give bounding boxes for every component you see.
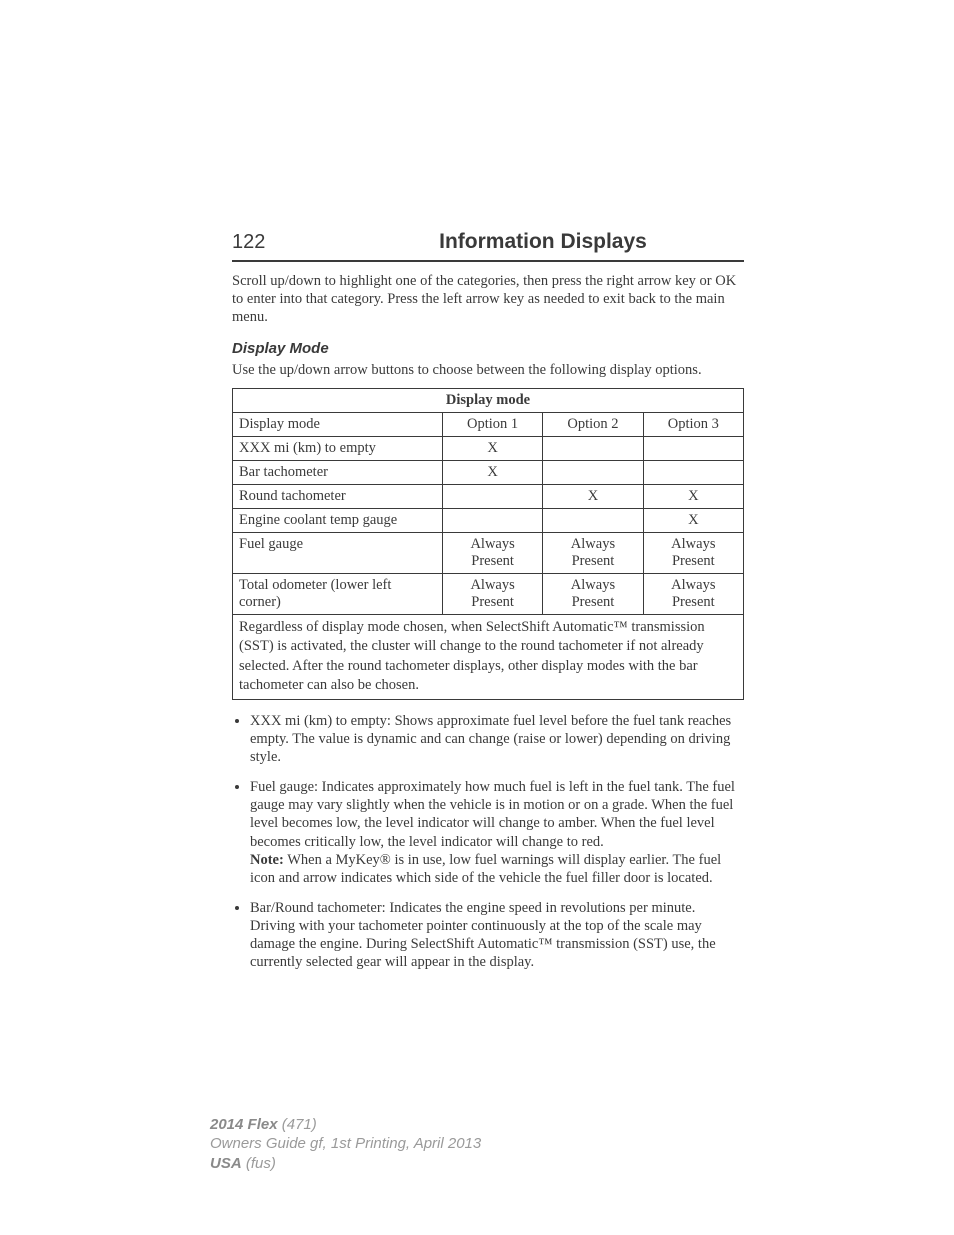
row-cell: [643, 460, 743, 484]
row-cell: [543, 460, 643, 484]
table-title-row: Display mode: [233, 388, 744, 412]
row-cell: [543, 508, 643, 532]
list-item: Bar/Round tachometer: Indicates the engi…: [250, 899, 744, 972]
row-cell: [442, 508, 542, 532]
row-cell: X: [543, 484, 643, 508]
col-header-option2: Option 2: [543, 412, 643, 436]
row-cell: [442, 484, 542, 508]
page-header: 122 Information Displays: [232, 230, 744, 262]
row-label: Fuel gauge: [233, 532, 443, 573]
intro-paragraph: Scroll up/down to highlight one of the c…: [232, 272, 744, 326]
page-number: 122: [232, 231, 342, 254]
row-cell: Always Present: [442, 573, 542, 614]
row-cell: Always Present: [543, 532, 643, 573]
table-header-row: Display mode Option 1 Option 2 Option 3: [233, 412, 744, 436]
footer-region-code: (fus): [242, 1155, 276, 1172]
col-header-option1: Option 1: [442, 412, 542, 436]
table-note-row: Regardless of display mode chosen, when …: [233, 614, 744, 699]
footer-model: 2014 Flex: [210, 1116, 278, 1133]
bullet-text: Fuel gauge: Indicates approximately how …: [250, 779, 735, 849]
row-cell: Always Present: [543, 573, 643, 614]
document-page: 122 Information Displays Scroll up/down …: [0, 0, 954, 1235]
table-row: Fuel gauge Always Present Always Present…: [233, 532, 744, 573]
row-cell: Always Present: [643, 573, 743, 614]
footer-line-3: USA (fus): [210, 1154, 481, 1174]
col-header-label: Display mode: [233, 412, 443, 436]
table-row: Total odometer (lower left corner) Alway…: [233, 573, 744, 614]
bullet-text: XXX mi (km) to empty: Shows approximate …: [250, 713, 731, 765]
row-cell: X: [643, 484, 743, 508]
row-cell: X: [442, 460, 542, 484]
col-header-option3: Option 3: [643, 412, 743, 436]
table-row: Engine coolant temp gauge X: [233, 508, 744, 532]
row-label: Engine coolant temp gauge: [233, 508, 443, 532]
row-cell: [543, 436, 643, 460]
row-label: XXX mi (km) to empty: [233, 436, 443, 460]
section-subtext: Use the up/down arrow buttons to choose …: [232, 361, 744, 379]
footer-line-2: Owners Guide gf, 1st Printing, April 201…: [210, 1134, 481, 1154]
row-label: Total odometer (lower left corner): [233, 573, 443, 614]
row-cell: [643, 436, 743, 460]
note-text: When a MyKey® is in use, low fuel warnin…: [250, 852, 721, 886]
note-label: Note:: [250, 852, 284, 868]
table-note: Regardless of display mode chosen, when …: [233, 614, 744, 699]
list-item: Fuel gauge: Indicates approximately how …: [250, 778, 744, 887]
list-item: XXX mi (km) to empty: Shows approximate …: [250, 712, 744, 766]
row-cell: Always Present: [442, 532, 542, 573]
table-title: Display mode: [233, 388, 744, 412]
table-row: Round tachometer X X: [233, 484, 744, 508]
row-cell: X: [643, 508, 743, 532]
section-heading: Display Mode: [232, 340, 744, 357]
bullet-text: Bar/Round tachometer: Indicates the engi…: [250, 900, 716, 970]
row-label: Round tachometer: [233, 484, 443, 508]
table-row: XXX mi (km) to empty X: [233, 436, 744, 460]
bullet-list: XXX mi (km) to empty: Shows approximate …: [232, 712, 744, 972]
table-row: Bar tachometer X: [233, 460, 744, 484]
row-cell: X: [442, 436, 542, 460]
footer-code: (471): [278, 1116, 317, 1133]
display-mode-table: Display mode Display mode Option 1 Optio…: [232, 388, 744, 700]
footer-line-1: 2014 Flex (471): [210, 1115, 481, 1135]
row-cell: Always Present: [643, 532, 743, 573]
page-footer: 2014 Flex (471) Owners Guide gf, 1st Pri…: [210, 1115, 481, 1174]
page-title: Information Displays: [342, 230, 744, 254]
row-label: Bar tachometer: [233, 460, 443, 484]
footer-region: USA: [210, 1155, 242, 1172]
